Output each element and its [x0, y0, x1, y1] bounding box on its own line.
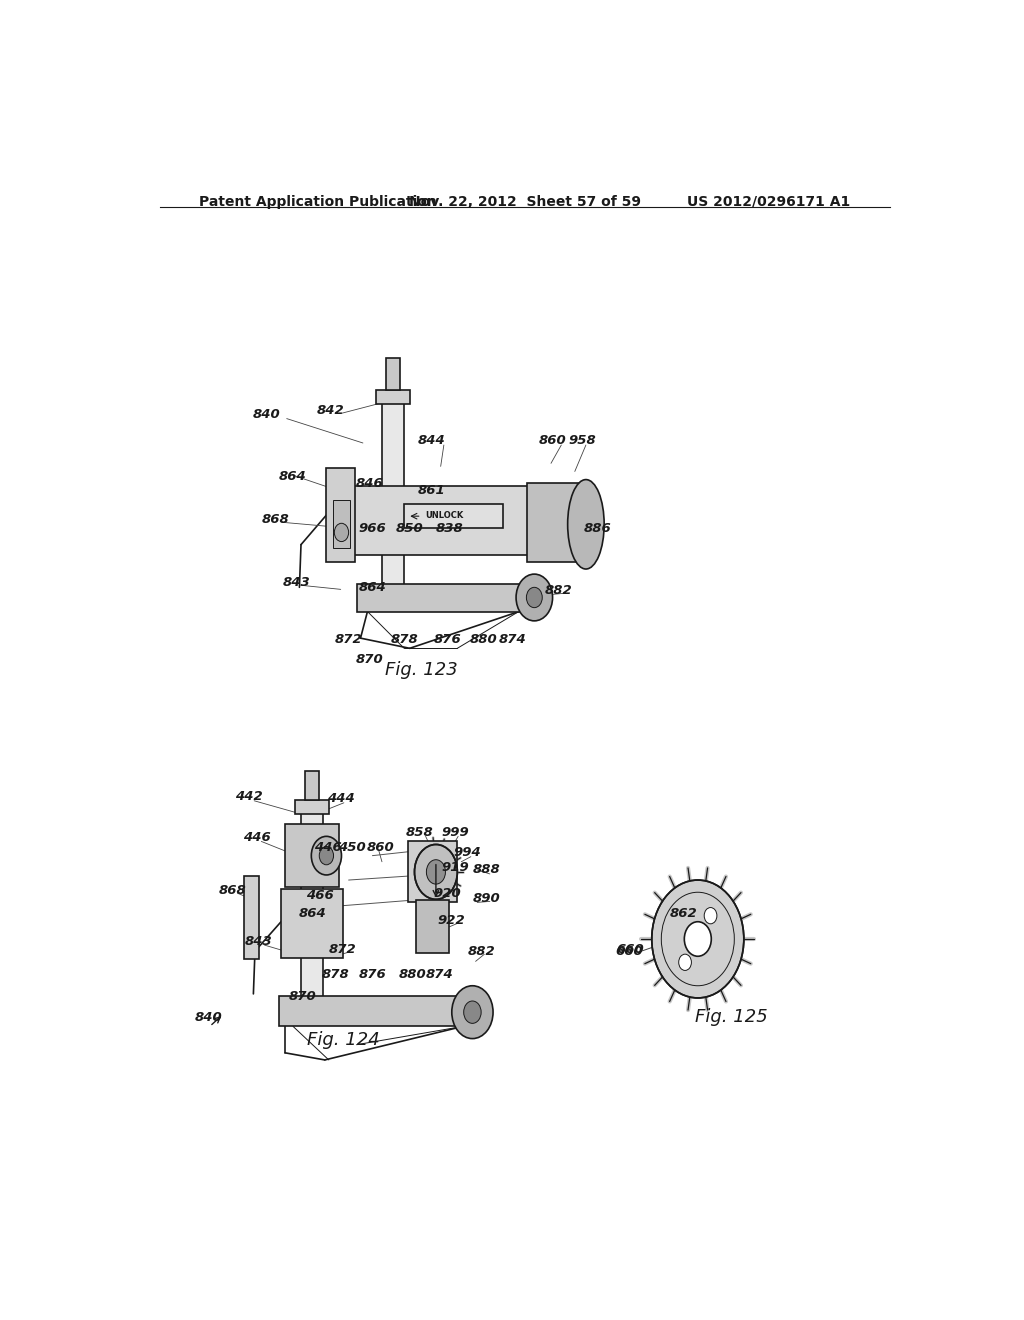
- Text: 868: 868: [262, 512, 290, 525]
- Text: 850: 850: [396, 521, 424, 535]
- Text: 919: 919: [441, 862, 469, 874]
- Text: 861: 861: [418, 484, 445, 498]
- Text: 872: 872: [329, 942, 356, 956]
- Text: 450: 450: [338, 841, 366, 854]
- Bar: [416, 900, 450, 953]
- Text: 966: 966: [358, 521, 386, 535]
- Bar: [282, 890, 343, 958]
- Text: 922: 922: [438, 915, 466, 927]
- Bar: [296, 800, 329, 814]
- Text: 840: 840: [253, 408, 281, 421]
- Circle shape: [651, 880, 743, 998]
- Text: 880: 880: [470, 632, 498, 645]
- Text: 876: 876: [358, 968, 386, 981]
- Circle shape: [311, 837, 341, 875]
- Bar: [404, 504, 504, 528]
- Text: 920: 920: [433, 887, 461, 900]
- Text: 994: 994: [454, 846, 481, 859]
- Bar: [301, 812, 324, 1020]
- Circle shape: [319, 846, 334, 865]
- Bar: [356, 585, 527, 611]
- Bar: [386, 358, 400, 391]
- Text: Fig. 125: Fig. 125: [694, 1008, 768, 1026]
- Text: 860: 860: [367, 841, 394, 854]
- Text: 864: 864: [279, 470, 306, 483]
- Text: 446: 446: [314, 841, 342, 854]
- Text: 958: 958: [568, 434, 596, 447]
- Text: 660: 660: [616, 942, 644, 956]
- Text: 858: 858: [407, 826, 434, 838]
- Text: Fig. 124: Fig. 124: [307, 1031, 380, 1048]
- Text: 838: 838: [435, 521, 463, 535]
- Bar: [382, 403, 404, 606]
- Bar: [327, 469, 355, 562]
- Text: 442: 442: [234, 791, 262, 803]
- Text: 466: 466: [306, 888, 334, 902]
- Text: 888: 888: [473, 863, 501, 876]
- Circle shape: [526, 587, 543, 607]
- Bar: [305, 771, 319, 800]
- Text: 840: 840: [196, 1011, 223, 1024]
- Text: 872: 872: [335, 632, 362, 645]
- Text: 882: 882: [545, 583, 572, 597]
- Text: US 2012/0296171 A1: US 2012/0296171 A1: [687, 195, 850, 209]
- Text: 880: 880: [398, 968, 426, 981]
- Text: 868: 868: [219, 883, 247, 896]
- Text: 870: 870: [356, 653, 384, 667]
- Text: 878: 878: [390, 632, 418, 645]
- Text: Fig. 123: Fig. 123: [385, 660, 458, 678]
- Text: 444: 444: [327, 792, 354, 805]
- Text: 878: 878: [323, 968, 350, 981]
- Bar: [527, 483, 582, 562]
- Text: UNLOCK: UNLOCK: [425, 511, 463, 520]
- Text: Nov. 22, 2012  Sheet 57 of 59: Nov. 22, 2012 Sheet 57 of 59: [409, 195, 641, 209]
- Circle shape: [684, 921, 712, 956]
- Text: 876: 876: [434, 632, 462, 645]
- Text: 890: 890: [473, 892, 501, 904]
- Bar: [409, 841, 458, 903]
- Text: 870: 870: [289, 990, 316, 1003]
- Circle shape: [426, 859, 445, 884]
- Circle shape: [516, 574, 553, 620]
- Circle shape: [464, 1001, 481, 1023]
- Text: 882: 882: [467, 945, 495, 958]
- Text: 860: 860: [539, 434, 566, 447]
- Text: 874: 874: [425, 968, 453, 981]
- Text: 874: 874: [499, 632, 526, 645]
- Text: 843: 843: [283, 576, 310, 589]
- Text: 446: 446: [243, 830, 270, 843]
- Text: 843: 843: [245, 935, 272, 948]
- Circle shape: [415, 845, 458, 899]
- Text: Patent Application Publication: Patent Application Publication: [200, 195, 437, 209]
- Text: 864: 864: [298, 907, 326, 920]
- Circle shape: [334, 523, 348, 541]
- Text: 862: 862: [668, 909, 695, 923]
- Ellipse shape: [567, 479, 604, 569]
- Bar: [333, 500, 350, 548]
- Text: 999: 999: [441, 826, 469, 838]
- Text: 862: 862: [670, 907, 697, 920]
- Bar: [279, 995, 465, 1027]
- Text: 846: 846: [356, 477, 384, 490]
- Bar: [348, 486, 557, 554]
- Text: 844: 844: [418, 434, 445, 447]
- Bar: [285, 824, 339, 887]
- Circle shape: [705, 908, 717, 924]
- Circle shape: [679, 954, 691, 970]
- Text: 886: 886: [584, 521, 611, 535]
- Bar: [377, 391, 410, 404]
- Circle shape: [452, 986, 494, 1039]
- Text: 864: 864: [358, 581, 386, 594]
- Bar: [244, 876, 259, 960]
- Text: 842: 842: [316, 404, 344, 417]
- Text: 660: 660: [615, 945, 643, 958]
